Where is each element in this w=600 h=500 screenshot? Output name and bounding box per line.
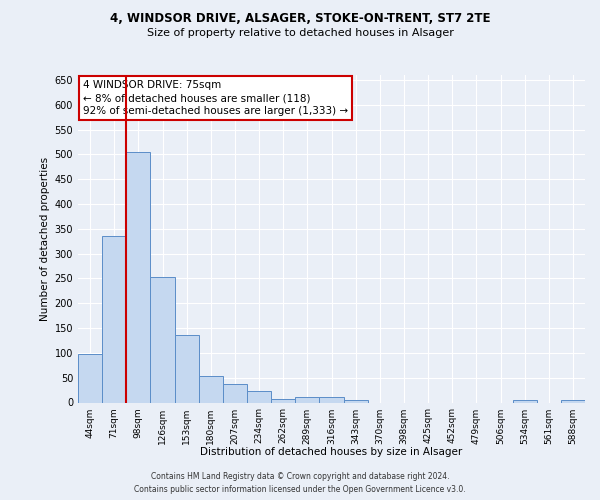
Text: Contains public sector information licensed under the Open Government Licence v3: Contains public sector information licen… (134, 485, 466, 494)
Bar (344, 400, 368, 402)
Bar (271, 398, 295, 402)
Bar (561, 400, 585, 402)
Bar (223, 384, 247, 402)
Bar (175, 334, 199, 402)
Bar (126, 152, 151, 403)
Text: 4, WINDSOR DRIVE, ALSAGER, STOKE-ON-TRENT, ST7 2TE: 4, WINDSOR DRIVE, ALSAGER, STOKE-ON-TREN… (110, 12, 490, 26)
Text: Size of property relative to detached houses in Alsager: Size of property relative to detached ho… (146, 28, 454, 38)
Text: 4 WINDSOR DRIVE: 75sqm
← 8% of detached houses are smaller (118)
92% of semi-det: 4 WINDSOR DRIVE: 75sqm ← 8% of detached … (83, 80, 348, 116)
Text: Contains HM Land Registry data © Crown copyright and database right 2024.: Contains HM Land Registry data © Crown c… (151, 472, 449, 481)
Y-axis label: Number of detached properties: Number of detached properties (40, 156, 50, 321)
Bar (319, 397, 344, 402)
Bar (151, 277, 175, 402)
Bar (295, 397, 319, 402)
Bar (102, 236, 126, 402)
Bar (78, 354, 102, 403)
Bar (199, 376, 223, 402)
X-axis label: Distribution of detached houses by size in Alsager: Distribution of detached houses by size … (200, 446, 463, 456)
Bar (247, 391, 271, 402)
Bar (512, 400, 537, 402)
